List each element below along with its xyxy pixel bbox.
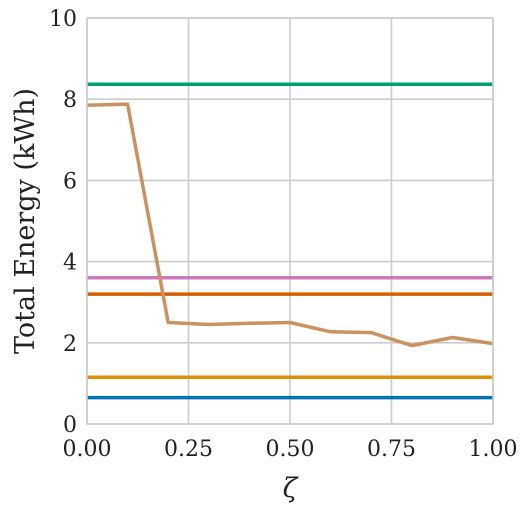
y-tick-label-3: 6	[63, 169, 77, 194]
x-axis-label: ζ	[283, 473, 299, 504]
series-group	[86, 82, 494, 400]
series-line-5	[86, 102, 494, 348]
y-tick-labels: 0 2 4 6 8 10	[49, 7, 77, 438]
x-tick-label-2: 0.50	[266, 437, 315, 462]
x-tick-label-3: 0.75	[367, 437, 416, 462]
y-tick-label-0: 0	[63, 413, 77, 438]
plot-frame	[86, 17, 494, 425]
y-tick-label-4: 8	[63, 88, 77, 113]
x-tick-labels: 0.00 0.25 0.50 0.75 1.00	[63, 437, 518, 462]
y-tick-label-2: 4	[63, 251, 77, 276]
y-axis-label: Total Energy (kWh)	[10, 88, 41, 354]
x-tick-label-1: 0.25	[164, 437, 213, 462]
y-tick-label-5: 10	[49, 7, 77, 32]
y-tick-label-1: 2	[63, 332, 77, 357]
x-tick-label-4: 1.00	[469, 437, 518, 462]
x-tick-label-0: 0.00	[63, 437, 112, 462]
